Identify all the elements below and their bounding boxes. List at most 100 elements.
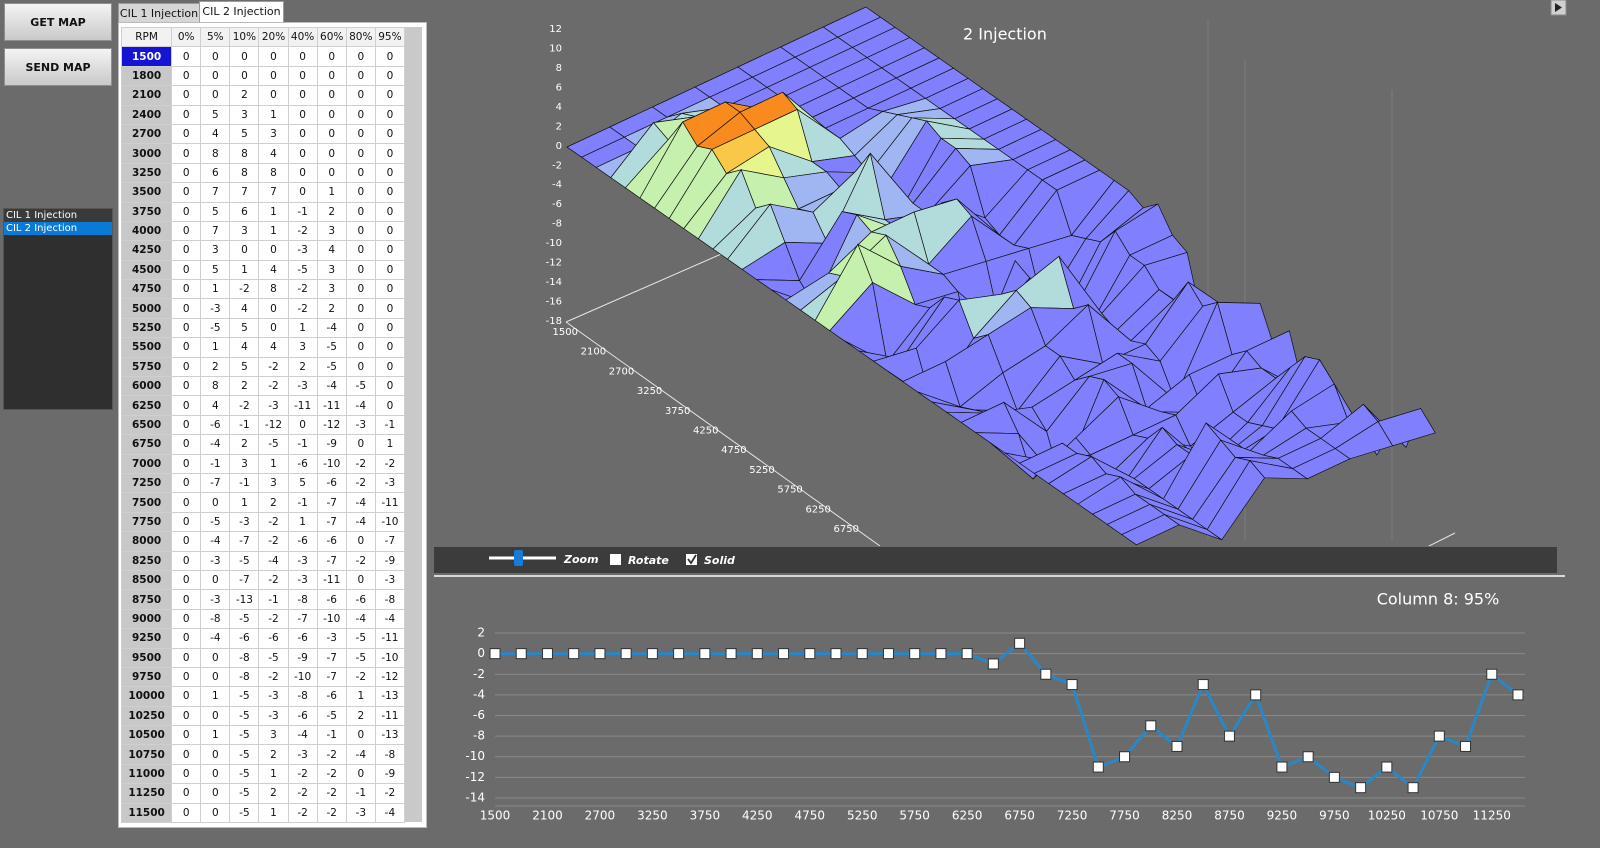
cell[interactable]: 8 bbox=[200, 143, 231, 164]
cell[interactable]: 0 bbox=[171, 123, 202, 145]
cell[interactable]: 0 bbox=[345, 220, 376, 242]
cell[interactable]: 5 bbox=[200, 104, 231, 125]
cell[interactable]: 1 bbox=[200, 686, 231, 707]
rpm-cell[interactable]: 8500 bbox=[120, 569, 173, 591]
tab[interactable]: CIL 1 Injection bbox=[118, 3, 200, 22]
cell[interactable]: 0 bbox=[374, 259, 406, 281]
cell[interactable]: 3 bbox=[200, 240, 231, 261]
cell[interactable]: 7 bbox=[200, 182, 231, 203]
cell[interactable]: -7 bbox=[374, 531, 406, 552]
cell[interactable]: -4 bbox=[345, 511, 376, 533]
cell[interactable]: -6 bbox=[287, 531, 318, 552]
cell[interactable]: 0 bbox=[200, 744, 231, 765]
cell[interactable]: -3 bbox=[287, 240, 318, 261]
rpm-cell[interactable]: 7500 bbox=[120, 492, 173, 513]
cell[interactable]: -2 bbox=[258, 531, 289, 552]
map-list-item[interactable]: CIL 2 Injection bbox=[4, 222, 112, 235]
cell[interactable]: 7 bbox=[229, 182, 260, 203]
cell[interactable]: 0 bbox=[171, 414, 202, 436]
cell[interactable]: 0 bbox=[345, 298, 376, 319]
rpm-cell[interactable]: 5750 bbox=[120, 356, 173, 378]
cell[interactable]: -5 bbox=[345, 647, 376, 668]
cell[interactable]: -11 bbox=[374, 492, 406, 513]
cell[interactable]: 4 bbox=[258, 259, 289, 281]
cell[interactable]: 0 bbox=[171, 337, 202, 358]
cell[interactable]: 0 bbox=[171, 434, 202, 455]
cell[interactable]: 2 bbox=[287, 356, 318, 378]
rpm-cell[interactable]: 7250 bbox=[120, 472, 173, 494]
rpm-cell[interactable]: 2400 bbox=[120, 104, 173, 125]
cell[interactable]: -2 bbox=[287, 298, 318, 319]
cell[interactable]: -4 bbox=[200, 434, 231, 455]
cell[interactable]: 3 bbox=[287, 337, 318, 358]
cell[interactable]: 0 bbox=[345, 725, 376, 746]
cell[interactable]: -8 bbox=[374, 744, 406, 765]
cell[interactable]: 1 bbox=[200, 725, 231, 746]
cell[interactable]: -9 bbox=[287, 647, 318, 668]
cell[interactable]: 0 bbox=[171, 802, 202, 824]
cell[interactable]: 0 bbox=[345, 182, 376, 203]
rpm-cell[interactable]: 6500 bbox=[120, 414, 173, 436]
cell[interactable]: 0 bbox=[345, 123, 376, 145]
cell[interactable]: -4 bbox=[316, 317, 347, 339]
cell[interactable]: 0 bbox=[171, 705, 202, 727]
cell[interactable]: 0 bbox=[287, 85, 318, 106]
cell[interactable]: -3 bbox=[287, 744, 318, 765]
cell[interactable]: -6 bbox=[345, 589, 376, 610]
cell[interactable]: 0 bbox=[171, 686, 202, 707]
cell[interactable]: 8 bbox=[200, 376, 231, 397]
cell[interactable]: 0 bbox=[316, 123, 347, 145]
cell[interactable]: -3 bbox=[287, 569, 318, 591]
cell[interactable]: -6 bbox=[287, 628, 318, 649]
cell[interactable]: 2 bbox=[229, 434, 260, 455]
cell[interactable]: -8 bbox=[287, 686, 318, 707]
cell[interactable]: -1 bbox=[200, 453, 231, 474]
rpm-cell[interactable]: 9750 bbox=[120, 666, 173, 688]
cell[interactable]: -10 bbox=[374, 511, 406, 533]
cell[interactable]: -8 bbox=[229, 666, 260, 688]
cell[interactable]: 0 bbox=[316, 143, 347, 164]
cell[interactable]: 0 bbox=[258, 298, 289, 319]
cell[interactable]: 0 bbox=[345, 569, 376, 591]
cell[interactable]: -11 bbox=[316, 395, 347, 416]
cell[interactable]: -11 bbox=[287, 395, 318, 416]
cell[interactable]: -6 bbox=[316, 531, 347, 552]
cell[interactable]: 0 bbox=[171, 162, 202, 184]
cell[interactable]: 1 bbox=[345, 686, 376, 707]
cell[interactable]: -3 bbox=[258, 395, 289, 416]
cell[interactable]: 4 bbox=[316, 240, 347, 261]
cell[interactable]: 8 bbox=[258, 162, 289, 184]
cell[interactable]: 4 bbox=[229, 298, 260, 319]
get-map-button[interactable]: GET MAP bbox=[4, 3, 112, 41]
rpm-cell[interactable]: 7750 bbox=[120, 511, 173, 533]
cell[interactable]: 0 bbox=[345, 259, 376, 281]
cell[interactable]: 0 bbox=[258, 46, 289, 67]
cell[interactable]: -9 bbox=[316, 434, 347, 455]
cell[interactable]: 1 bbox=[374, 434, 406, 455]
cell[interactable]: 0 bbox=[200, 569, 231, 591]
cell[interactable]: 0 bbox=[200, 763, 231, 785]
cell[interactable]: -6 bbox=[316, 589, 347, 610]
cell[interactable]: -2 bbox=[258, 569, 289, 591]
cell[interactable]: 0 bbox=[171, 259, 202, 281]
cell[interactable]: -13 bbox=[374, 686, 406, 707]
cell[interactable]: 0 bbox=[374, 201, 406, 222]
cell[interactable]: 2 bbox=[345, 705, 376, 727]
cell[interactable]: 0 bbox=[200, 492, 231, 513]
cell[interactable]: 0 bbox=[171, 511, 202, 533]
cell[interactable]: 0 bbox=[345, 46, 376, 67]
cell[interactable]: 0 bbox=[171, 647, 202, 668]
cell[interactable]: 0 bbox=[374, 395, 406, 416]
cell[interactable]: -3 bbox=[200, 550, 231, 571]
cell[interactable]: 5 bbox=[287, 472, 318, 494]
cell[interactable]: 0 bbox=[345, 279, 376, 300]
cell[interactable]: -5 bbox=[229, 550, 260, 571]
rpm-cell[interactable]: 7000 bbox=[120, 453, 173, 474]
cell[interactable]: 0 bbox=[345, 356, 376, 378]
cell[interactable]: -5 bbox=[287, 259, 318, 281]
cell[interactable]: 5 bbox=[200, 201, 231, 222]
cell[interactable]: 1 bbox=[258, 802, 289, 824]
cell[interactable]: 0 bbox=[171, 143, 202, 164]
cell[interactable]: -5 bbox=[316, 705, 347, 727]
cell[interactable]: -2 bbox=[345, 666, 376, 688]
